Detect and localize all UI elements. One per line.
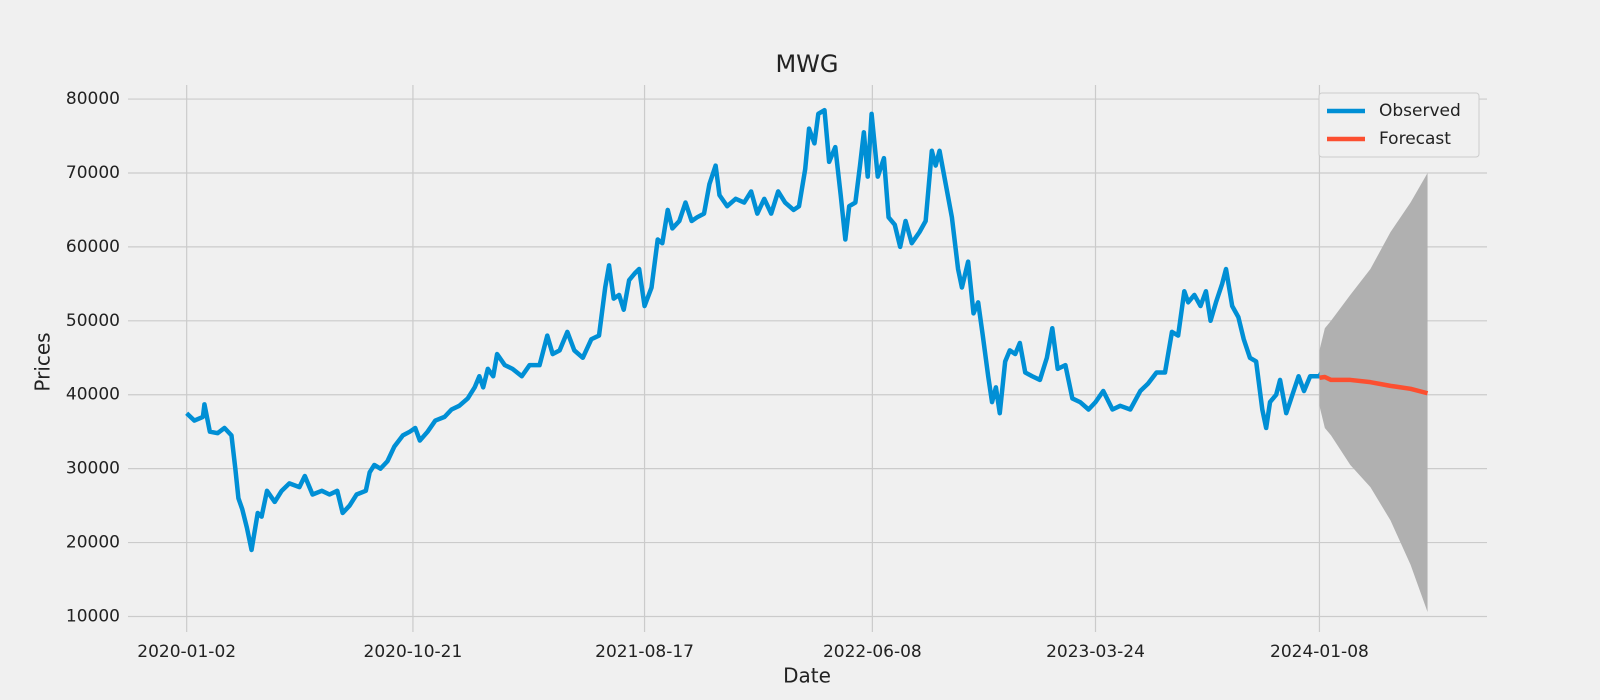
y-tick-label: 70000 bbox=[66, 163, 120, 183]
x-axis-label: Date bbox=[783, 664, 831, 688]
y-tick-label: 60000 bbox=[66, 237, 120, 257]
y-axis-label: Prices bbox=[31, 332, 55, 391]
confidence-band bbox=[1319, 172, 1428, 613]
legend-label: Forecast bbox=[1379, 129, 1451, 149]
x-tick-label: 2023-03-24 bbox=[1046, 642, 1145, 662]
y-tick-label: 30000 bbox=[66, 459, 120, 479]
y-tick-label: 40000 bbox=[66, 385, 120, 405]
x-tick-label: 2020-10-21 bbox=[364, 642, 463, 662]
y-tick-label: 10000 bbox=[66, 606, 120, 626]
series-line bbox=[185, 107, 1370, 553]
series-line bbox=[1319, 374, 1429, 396]
x-tick-label: 2024-01-08 bbox=[1270, 642, 1369, 662]
x-tick-label: 2020-01-02 bbox=[137, 642, 236, 662]
y-tick-label: 80000 bbox=[66, 89, 120, 109]
x-tick-label: 2021-08-17 bbox=[595, 642, 694, 662]
y-tick-label: 50000 bbox=[66, 311, 120, 331]
legend-label: Observed bbox=[1379, 101, 1461, 121]
x-tick-label: 2022-06-08 bbox=[823, 642, 922, 662]
chart-title: MWG bbox=[775, 50, 838, 78]
y-tick-label: 20000 bbox=[66, 533, 120, 553]
